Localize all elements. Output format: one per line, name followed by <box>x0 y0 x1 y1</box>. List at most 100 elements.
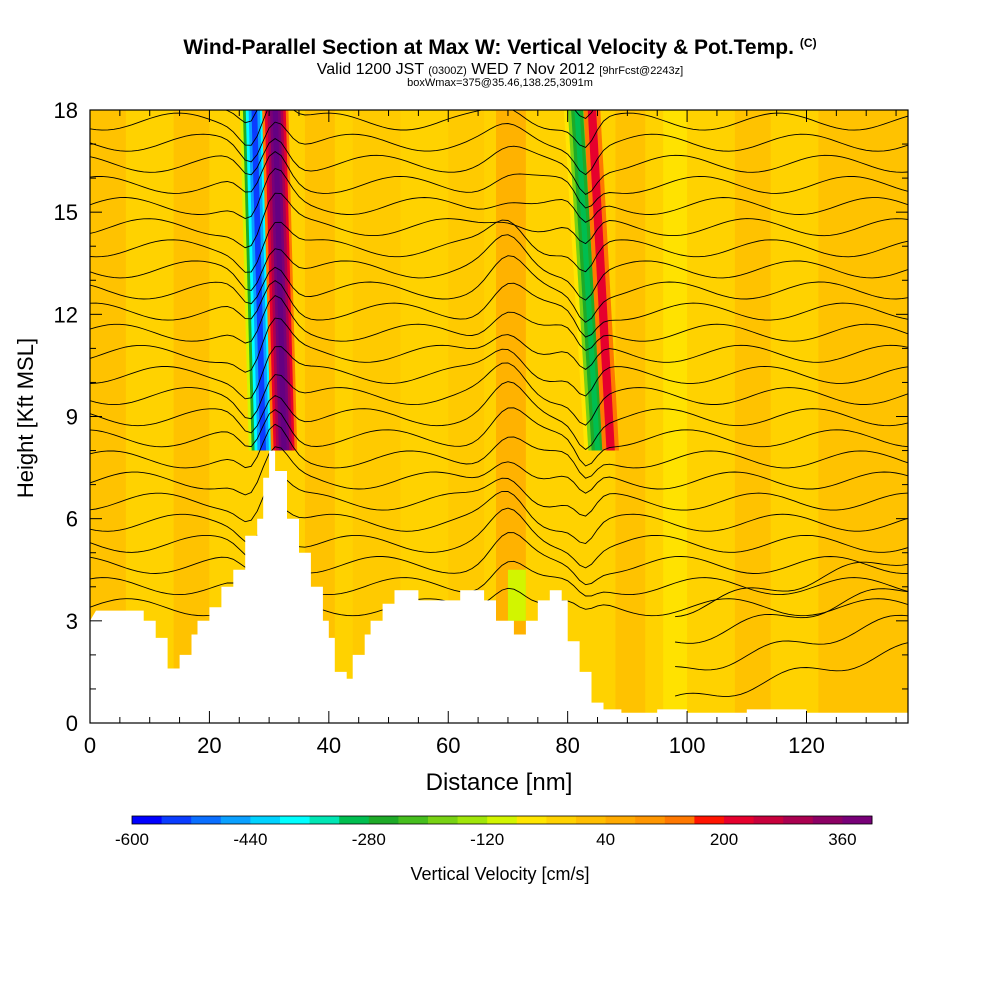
isentrope-contour <box>90 138 908 195</box>
updraft-core <box>272 110 287 451</box>
colorbar-frame <box>131 815 873 825</box>
isentrope-contour <box>90 279 908 338</box>
isentrope-contour <box>90 255 908 323</box>
colorbar-swatch <box>664 816 695 824</box>
colorbar-swatch <box>694 816 725 824</box>
colorbar-label: Vertical Velocity [cm/s] <box>410 864 589 884</box>
isentrope-contour <box>90 532 908 586</box>
terrain-mask <box>90 450 908 723</box>
isentrope-contour <box>90 110 908 148</box>
colorbar-swatch <box>161 816 192 824</box>
field-band <box>818 110 908 723</box>
colorbar-swatch <box>783 816 814 824</box>
y-tick-label: 6 <box>66 507 78 532</box>
downdraft-core <box>574 110 601 451</box>
y-tick-label: 18 <box>54 98 78 123</box>
colorbar-swatch <box>842 816 873 824</box>
colorbar-swatch <box>280 816 311 824</box>
valid-time: Valid 1200 JST <box>316 61 424 78</box>
y-tick-label: 9 <box>66 405 78 430</box>
colorbar-tick-label: 200 <box>710 830 738 849</box>
colorbar-swatch <box>546 816 577 824</box>
colorbar-swatch <box>812 816 843 824</box>
colorbar-swatch <box>309 816 340 824</box>
colorbar-swatch <box>576 816 607 824</box>
x-tick-label: 80 <box>555 733 579 758</box>
colorbar: -600 -440 -280 -120 40 200 360 <box>115 815 873 849</box>
colorbar-swatch <box>398 816 429 824</box>
copyright-mark: (C) <box>799 36 817 50</box>
colorbar-swatch <box>368 816 399 824</box>
x-tick-label: 0 <box>84 733 96 758</box>
colorbar-swatch <box>487 816 518 824</box>
downdraft-core <box>251 110 267 451</box>
colorbar-swatch <box>250 816 281 824</box>
isentrope-contour <box>90 346 908 400</box>
x-tick-label: 20 <box>197 733 221 758</box>
x-tick-label: 100 <box>669 733 706 758</box>
colorbar-swatch <box>605 816 636 824</box>
y-tick-label: 12 <box>54 302 78 327</box>
isentrope-contour <box>675 561 908 618</box>
title-text: Wind-Parallel Section at Max W: Vertical… <box>183 36 794 59</box>
colorbar-swatch <box>724 816 755 824</box>
axes: 0 20 40 60 80 100 120 0 3 6 9 12 15 18 <box>54 98 908 758</box>
colorbar-swatch <box>516 816 547 824</box>
isentrope-contour <box>90 295 908 351</box>
y-axis-label: Height [Kft MSL] <box>13 338 38 498</box>
isentrope-contour <box>90 560 908 597</box>
forecast-info: [9hrFcst@2243z] <box>599 65 684 77</box>
chart-title: Wind-Parallel Section at Max W: Vertical… <box>0 36 1000 60</box>
x-axis-label: Distance [nm] <box>426 769 573 796</box>
colorbar-swatch <box>635 816 666 824</box>
isentrope-contour <box>90 490 908 544</box>
field-band <box>734 110 771 723</box>
isentrope-contour <box>90 219 908 273</box>
isentrope-contour <box>90 167 908 223</box>
isentrope-contour <box>90 234 908 301</box>
isentrope-contour <box>90 507 908 569</box>
isentrope-contour <box>90 362 908 426</box>
box-max-info: boxWmax=375@35.46,138.25,3091m <box>407 77 593 89</box>
valid-date: WED 7 Nov 2012 <box>471 61 595 78</box>
colorbar-tick-label: 360 <box>828 830 856 849</box>
y-tick-label: 3 <box>66 609 78 634</box>
colorbar-tick-label: -120 <box>470 830 504 849</box>
colorbar-swatch <box>191 816 222 824</box>
colorbar-swatch <box>132 816 163 824</box>
isentrope-contour <box>675 614 908 671</box>
field-band <box>663 110 688 723</box>
isentrope-contour <box>90 192 908 249</box>
isentrope-contour <box>674 642 908 697</box>
y-tick-label: 0 <box>66 711 78 736</box>
colorbar-swatch <box>753 816 784 824</box>
colorbar-tick-label: -600 <box>115 830 149 849</box>
isentrope-contour <box>675 588 908 644</box>
colorbar-tick-label: -440 <box>233 830 267 849</box>
valid-utc: (0300Z) <box>428 65 467 77</box>
colorbar-swatch <box>220 816 251 824</box>
plot-area <box>90 110 908 723</box>
isentrope-contour <box>90 121 908 176</box>
y-tick-label: 15 <box>54 200 78 225</box>
field-band <box>615 110 646 723</box>
x-tick-label: 60 <box>436 733 460 758</box>
colorbar-tick-label: 40 <box>596 830 615 849</box>
x-tick-label: 120 <box>788 733 825 758</box>
colorbar-tick-label: -280 <box>352 830 386 849</box>
isentrope-contour <box>90 407 908 467</box>
x-tick-label: 40 <box>317 733 341 758</box>
colorbar-swatch <box>339 816 370 824</box>
colorbar-swatch <box>457 816 488 824</box>
isentrope-contour <box>90 317 908 373</box>
chart-subtitle: Valid 1200 JST (0300Z) WED 7 Nov 2012 [9… <box>0 61 1000 79</box>
isentrope-contour <box>90 381 908 451</box>
isentrope-contour <box>90 475 908 523</box>
isentrope-contour <box>90 446 908 496</box>
colorbar-swatch <box>428 816 459 824</box>
isentrope-contour <box>90 151 908 209</box>
updraft-core <box>587 110 615 451</box>
isentrope-contour <box>90 423 908 479</box>
weak-downdraft-patch <box>507 569 526 621</box>
